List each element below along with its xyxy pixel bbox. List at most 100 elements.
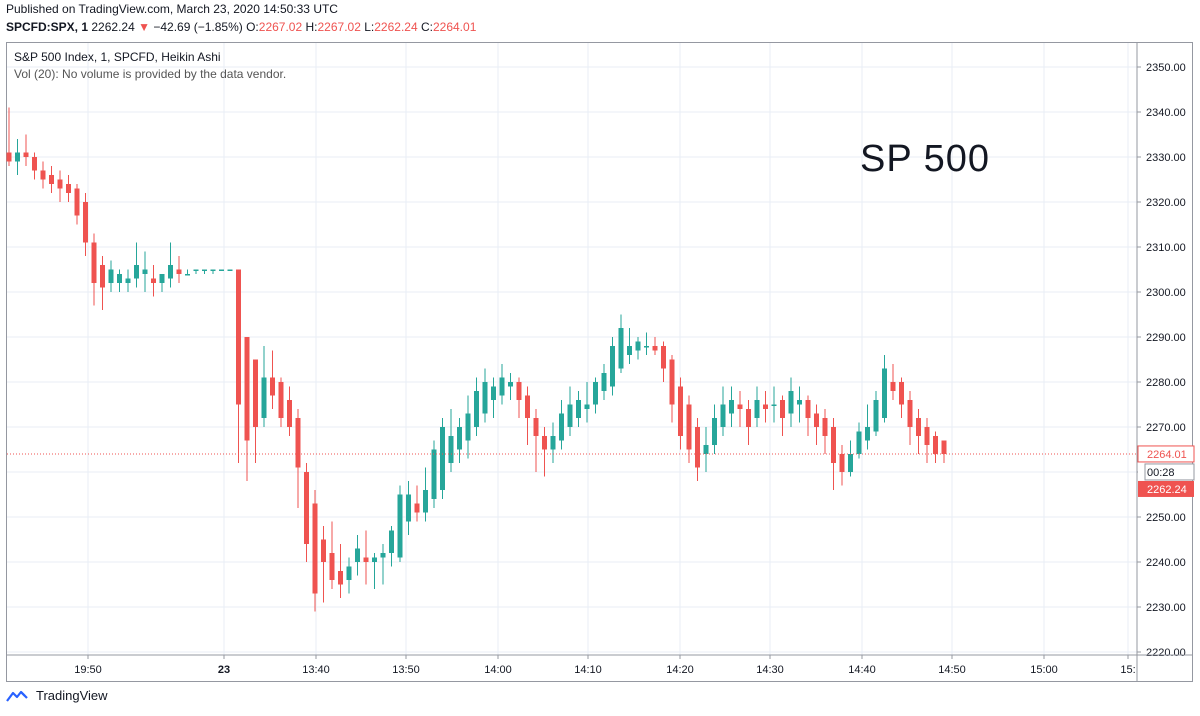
candle-body [49,175,54,184]
y-tick-label: 2280.00 [1146,377,1186,389]
symbol-name[interactable]: SPCFD:SPX, 1 [6,20,89,34]
price-change: −42.69 (−1.85%) [153,20,243,34]
x-tick-label: 15: [1120,664,1135,676]
candle-body [380,553,386,558]
tradingview-logo-icon [6,690,28,702]
triangle-down-icon: ▼ [138,20,150,34]
candle-body [355,548,360,562]
candle-body [465,413,471,441]
candle-body [550,436,556,450]
candle-body [584,404,590,409]
candle-body [729,400,734,414]
series-legend[interactable]: S&P 500 Index, 1, SPCFD, Heikin Ashi [14,50,221,64]
candle-body [567,404,573,427]
candle-body [678,386,683,436]
candle-body [933,436,938,454]
candle-body [304,472,309,544]
candle-body [780,400,785,418]
candle-body [270,377,275,396]
candle-body [176,269,182,274]
candle-body [763,404,768,409]
low-value: 2262.24 [374,20,418,34]
candle-body [924,427,930,445]
candle-body [474,391,479,427]
y-tick-label: 2340.00 [1146,107,1186,119]
y-tick-label: 2220.00 [1146,647,1186,659]
candle-body [797,400,802,405]
candle-body [100,265,105,288]
symbol-line: SPCFD:SPX, 1 2262.24 ▼ −42.69 (−1.85%) O… [6,20,476,34]
candle-body [134,265,139,279]
last-price: 2262.24 [91,20,135,34]
candle-body [23,152,29,157]
candle-body [712,418,717,445]
candle-body [882,368,887,418]
candle-body [236,269,241,405]
close-value: 2264.01 [432,20,477,34]
y-tick-label: 2290.00 [1146,332,1186,344]
candle-body [91,242,97,283]
low-label: L: [364,20,375,34]
candle-body [117,274,122,283]
candle-body [865,427,870,441]
candle-body [244,337,250,441]
candle-body [661,346,666,369]
candle-body [414,503,420,513]
candle-body [686,404,692,450]
chart-frame[interactable] [6,42,1193,682]
candle-body [788,391,794,414]
y-tick-label: 2300.00 [1146,287,1186,299]
candle-body [338,571,343,585]
candle-body [754,400,760,418]
candle-body [431,449,437,499]
candle-body [669,359,675,405]
candle-body [287,400,292,427]
candle-body [856,431,862,454]
candle-body [202,269,207,271]
candle-body [159,274,165,283]
candle-body [771,404,777,406]
candle-body [652,346,658,351]
published-line: Published on TradingView.com, March 23, … [6,2,338,16]
footer-brand[interactable]: TradingView [6,688,108,703]
candle-body [627,346,632,355]
candle-body [125,278,131,283]
chart-annotation: SP 500 [860,138,990,180]
candle-body [168,265,173,279]
high-value: 2267.02 [317,20,361,34]
candle-body [491,386,496,400]
candle-body [346,566,352,580]
candle-body [372,557,377,562]
candle-body [151,278,156,283]
candle-body [278,382,284,418]
x-tick-label: 19:50 [74,664,102,676]
candle-body [907,400,913,427]
candle-body [516,382,522,400]
candle-body [542,436,547,450]
countdown-timer: 00:28 [1147,467,1175,479]
candle-body [397,494,403,558]
candle-body [814,413,819,427]
candle-body [873,400,879,432]
open-label: O: [246,20,259,34]
x-tick-label: 14:20 [666,664,694,676]
candle-body [746,409,751,427]
x-tick-label: 14:00 [484,664,512,676]
y-tick-label: 2230.00 [1146,602,1186,614]
candle-body [108,269,114,283]
candle-body [941,440,947,454]
candle-body [83,202,88,243]
y-tick-label: 2270.00 [1146,422,1186,434]
candle-body [423,490,428,513]
candle-body [440,427,445,490]
y-tick-label: 2320.00 [1146,197,1186,209]
countdown-timer-border [1144,463,1195,481]
x-tick-label: 14:40 [848,664,876,676]
candle-body [219,269,224,271]
candle-body [321,539,326,562]
x-tick-label: 13:40 [302,664,330,676]
candle-body [601,373,607,391]
candle-body [916,418,921,436]
candle-body [635,341,641,351]
